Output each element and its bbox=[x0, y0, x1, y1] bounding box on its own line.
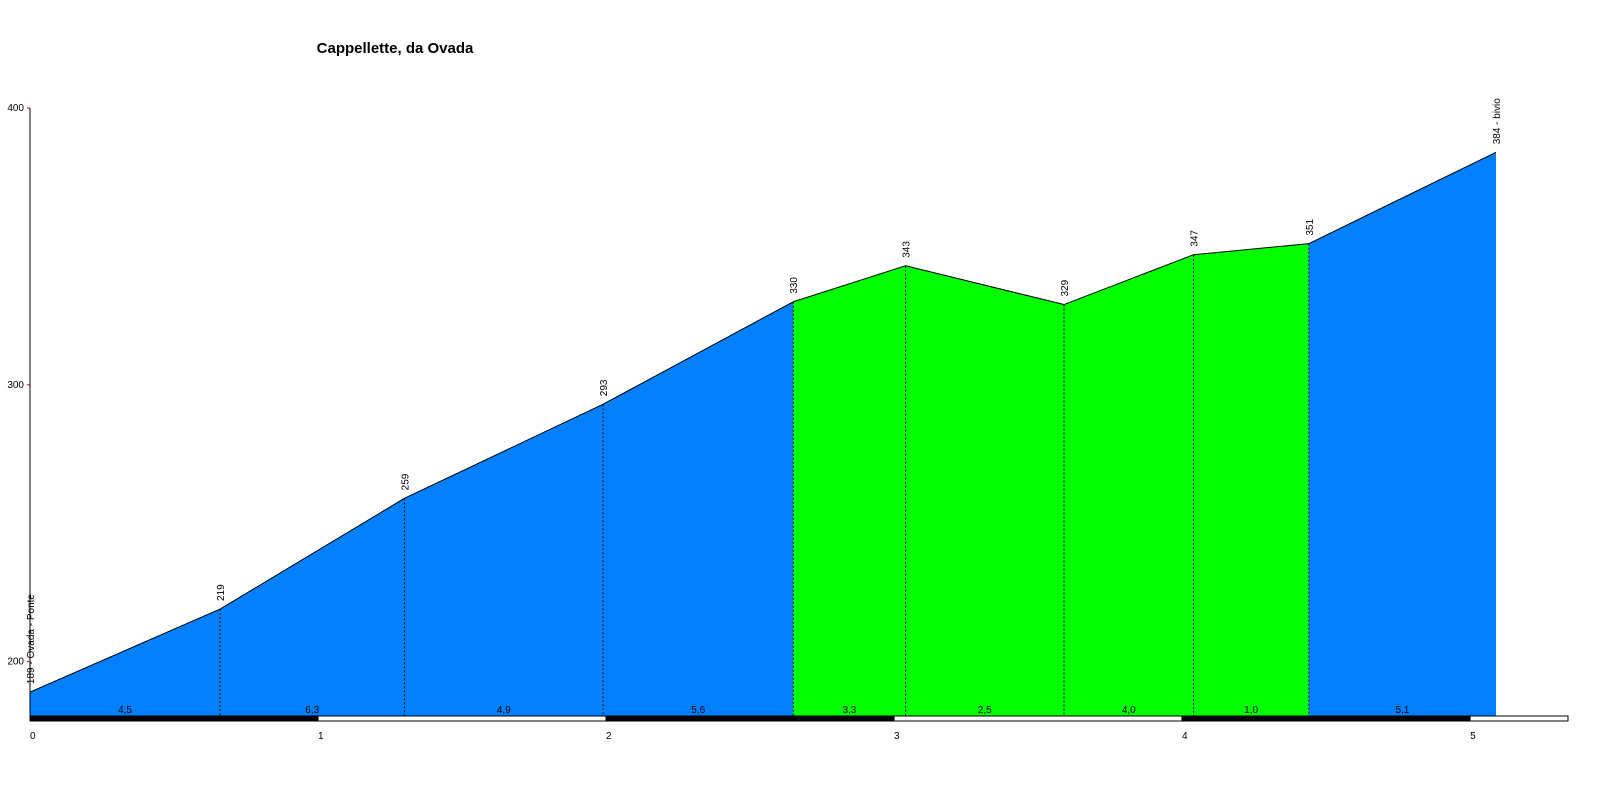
x-tick-label: 0 bbox=[30, 731, 36, 742]
x-tick-label: 3 bbox=[894, 731, 900, 742]
profile-edge bbox=[793, 265, 906, 303]
gradient-label: 2,5 bbox=[978, 705, 992, 716]
point-label: 347 bbox=[1190, 230, 1201, 247]
point-label: 384 - bivio bbox=[1492, 98, 1503, 145]
profile-segment bbox=[1193, 243, 1309, 717]
x-tick-label: 4 bbox=[1182, 731, 1188, 742]
profile-segment bbox=[1063, 254, 1194, 718]
profile-segment bbox=[793, 265, 906, 717]
profile-edge bbox=[905, 265, 1065, 306]
profile-segment bbox=[220, 498, 405, 717]
profile-edge bbox=[29, 608, 221, 693]
gradient-label: 3,3 bbox=[842, 705, 856, 716]
scale-bar bbox=[893, 715, 1183, 722]
profile-segment bbox=[905, 265, 1064, 717]
profile-edge bbox=[1063, 254, 1194, 306]
profile-edge bbox=[1308, 151, 1497, 245]
scale-bar bbox=[1181, 715, 1471, 722]
scale-bar bbox=[29, 715, 319, 722]
gradient-label: 4,5 bbox=[118, 705, 132, 716]
profile-edge bbox=[404, 403, 604, 499]
gradient-label: 1,0 bbox=[1244, 705, 1258, 716]
scale-bar bbox=[1469, 715, 1569, 722]
point-label: 259 bbox=[400, 473, 411, 490]
chart-title: Cappellette, da Ovada bbox=[317, 40, 474, 57]
x-tick-label: 5 bbox=[1470, 731, 1476, 742]
profile-segment bbox=[404, 404, 604, 717]
gradient-label: 5,1 bbox=[1395, 705, 1409, 716]
y-tick-label: 200 bbox=[7, 657, 24, 668]
profile-edge bbox=[219, 497, 405, 610]
profile-segment bbox=[603, 301, 794, 717]
profile-segment bbox=[30, 609, 221, 717]
profile-edge bbox=[1193, 243, 1309, 256]
point-label: 330 bbox=[789, 277, 800, 294]
gradient-label: 4,0 bbox=[1122, 705, 1136, 716]
scale-bar bbox=[605, 715, 895, 722]
point-label: 189 - Ovada - Ponte bbox=[26, 594, 37, 684]
point-label: 351 bbox=[1305, 219, 1316, 236]
gradient-label: 6,3 bbox=[305, 705, 319, 716]
profile-edge bbox=[602, 301, 794, 405]
y-tick-label: 300 bbox=[7, 380, 24, 391]
point-label: 329 bbox=[1060, 279, 1071, 296]
gradient-label: 5,6 bbox=[691, 705, 705, 716]
gradient-label: 4,9 bbox=[497, 705, 511, 716]
point-label: 343 bbox=[902, 241, 913, 258]
point-label: 293 bbox=[599, 379, 610, 396]
profile-segment bbox=[1308, 152, 1496, 718]
y-tick-label: 400 bbox=[7, 103, 24, 114]
x-tick-label: 2 bbox=[606, 731, 612, 742]
x-tick-label: 1 bbox=[318, 731, 324, 742]
point-label: 219 bbox=[216, 584, 227, 601]
scale-bar bbox=[317, 715, 607, 722]
